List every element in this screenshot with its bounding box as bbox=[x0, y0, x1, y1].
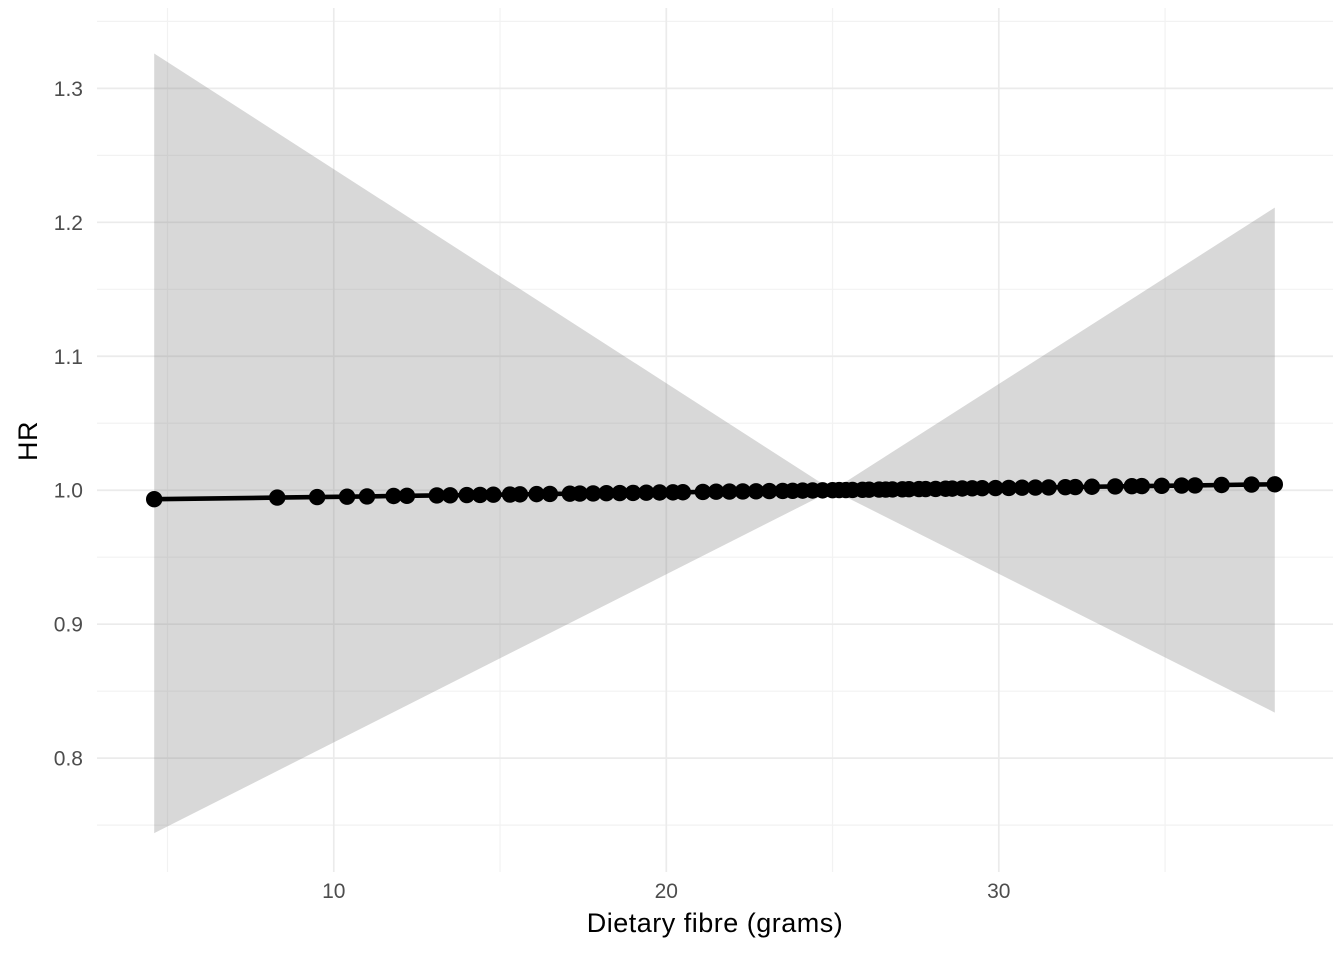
data-point bbox=[528, 485, 545, 503]
data-point bbox=[1083, 478, 1101, 495]
data-point bbox=[761, 482, 778, 500]
data-point bbox=[338, 488, 356, 505]
y-tick-label: 1.2 bbox=[54, 212, 83, 235]
data-point bbox=[269, 489, 286, 506]
data-point bbox=[308, 488, 326, 506]
x-tick-label: 10 bbox=[322, 880, 345, 903]
data-point bbox=[485, 486, 502, 503]
y-tick-label: 1.0 bbox=[54, 480, 83, 503]
data-point bbox=[638, 484, 655, 501]
data-point bbox=[721, 483, 738, 500]
data-point bbox=[1067, 478, 1084, 496]
data-point bbox=[398, 487, 416, 505]
data-point bbox=[541, 485, 559, 503]
data-point bbox=[1027, 479, 1044, 496]
data-point bbox=[973, 480, 991, 497]
data-point bbox=[1186, 477, 1204, 494]
data-point bbox=[651, 484, 668, 501]
data-point bbox=[1243, 476, 1260, 493]
y-tick-label: 1.1 bbox=[54, 346, 83, 369]
y-tick-label: 0.8 bbox=[54, 748, 83, 771]
x-tick-label: 20 bbox=[655, 880, 678, 903]
data-point bbox=[1266, 476, 1284, 493]
data-point bbox=[624, 484, 642, 502]
confidence-band bbox=[154, 53, 1275, 834]
data-point bbox=[734, 483, 751, 500]
data-point bbox=[707, 483, 725, 500]
data-point bbox=[694, 483, 712, 501]
y-tick-label: 0.9 bbox=[54, 614, 83, 637]
data-point bbox=[1153, 477, 1170, 495]
data-point bbox=[674, 484, 692, 501]
data-point bbox=[458, 486, 475, 504]
data-point bbox=[571, 485, 589, 502]
data-point bbox=[747, 483, 765, 500]
data-point bbox=[611, 484, 628, 502]
data-point bbox=[358, 488, 376, 505]
data-point bbox=[598, 484, 615, 502]
data-point bbox=[1040, 479, 1057, 496]
data-point bbox=[1106, 478, 1124, 495]
y-axis-title: HR bbox=[12, 421, 43, 461]
data-point bbox=[441, 487, 459, 504]
data-point bbox=[471, 486, 489, 504]
y-tick-label: 1.3 bbox=[54, 78, 83, 101]
data-point bbox=[145, 491, 163, 508]
data-point bbox=[511, 486, 529, 503]
data-point bbox=[1173, 477, 1190, 494]
data-point bbox=[428, 487, 446, 504]
data-point bbox=[1133, 477, 1150, 495]
data-point bbox=[987, 479, 1004, 497]
data-point bbox=[1000, 479, 1017, 497]
data-point bbox=[1213, 476, 1230, 494]
data-point bbox=[1013, 479, 1031, 496]
x-tick-label: 30 bbox=[987, 880, 1010, 903]
data-point bbox=[584, 485, 602, 502]
x-axis-title: Dietary fibre (grams) bbox=[586, 908, 844, 938]
data-point bbox=[385, 487, 402, 505]
